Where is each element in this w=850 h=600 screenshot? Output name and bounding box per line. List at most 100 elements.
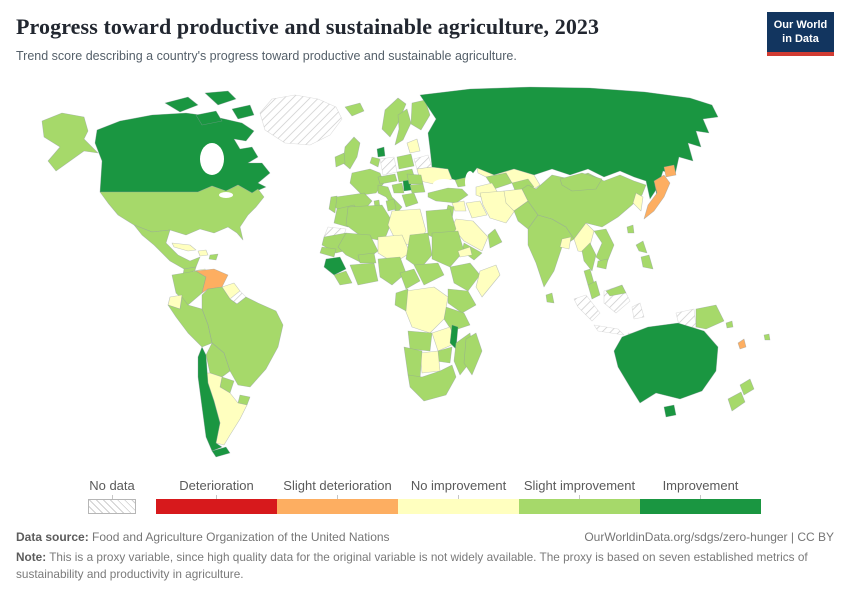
country-guinea[interactable] (323, 256, 347, 276)
country-finland[interactable] (410, 99, 431, 131)
country-chad[interactable] (405, 232, 433, 270)
country-malaysia-borneo[interactable] (605, 284, 627, 297)
country-botswana[interactable] (419, 350, 441, 374)
country-canada-arctic-island[interactable] (164, 96, 199, 113)
country-canada-arctic-island[interactable] (231, 104, 255, 120)
legend-item-no-improvement[interactable]: No improvement (398, 478, 519, 514)
country-solomon-islands[interactable] (725, 320, 734, 329)
country-sudan[interactable] (431, 230, 465, 268)
country-ivory-coast-ghana[interactable] (349, 262, 379, 286)
legend-item-improvement[interactable]: Improvement (640, 478, 761, 514)
legend-item-no-data[interactable]: No data (88, 478, 136, 514)
country-croatia-bosnia[interactable] (391, 182, 405, 194)
country-dr-congo[interactable] (403, 286, 449, 334)
country-indonesia-sumatra[interactable] (573, 294, 601, 322)
country-tunisia[interactable] (385, 198, 397, 212)
country-china[interactable] (521, 172, 647, 240)
country-south-africa[interactable] (407, 364, 457, 402)
country-senegal[interactable] (319, 246, 337, 258)
chart-header: Progress toward productive and sustainab… (16, 14, 760, 65)
country-united-kingdom[interactable] (342, 136, 361, 170)
country-philippines[interactable] (640, 254, 654, 270)
country-baltic-states[interactable] (406, 138, 421, 154)
country-ireland[interactable] (334, 152, 346, 168)
country-romania[interactable] (406, 173, 424, 185)
country-hispaniola[interactable] (208, 253, 219, 261)
country-new-zealand[interactable] (739, 378, 755, 396)
country-mongolia[interactable] (559, 172, 603, 192)
legend-label: No improvement (410, 478, 507, 493)
owid-logo-line1: Our World (773, 19, 828, 31)
country-netherlands-belgium[interactable] (369, 156, 381, 168)
country-malaysia[interactable] (587, 280, 601, 300)
legend-item-deterioration[interactable]: Deterioration (156, 478, 277, 514)
country-bulgaria[interactable] (409, 183, 426, 194)
country-denmark[interactable] (376, 146, 386, 158)
country-germany[interactable] (379, 156, 398, 176)
country-poland[interactable] (396, 153, 415, 170)
country-australia-tasmania[interactable] (663, 404, 677, 418)
country-papua-new-guinea[interactable] (695, 304, 725, 330)
country-canada[interactable] (94, 112, 271, 194)
country-eritrea[interactable] (457, 246, 473, 258)
country-tierra-del-fuego[interactable] (211, 446, 231, 458)
country-greece[interactable] (401, 192, 419, 208)
country-sierra-leone-liberia[interactable] (333, 270, 353, 286)
legend-item-slight-improvement[interactable]: Slight improvement (519, 478, 640, 514)
country-cameroon[interactable] (399, 268, 421, 290)
country-greenland[interactable] (259, 94, 343, 146)
country-italy[interactable] (377, 184, 403, 214)
country-somalia[interactable] (475, 264, 501, 298)
country-caribbean-islands[interactable] (197, 249, 209, 257)
country-namibia[interactable] (403, 346, 423, 380)
country-japan[interactable] (643, 174, 671, 220)
country-chile[interactable] (197, 346, 223, 452)
country-new-zealand[interactable] (727, 391, 746, 412)
country-sri-lanka[interactable] (545, 292, 555, 304)
country-oman[interactable] (487, 228, 503, 249)
country-central-african-republic[interactable] (413, 262, 445, 286)
country-usa-alaska[interactable] (41, 112, 99, 172)
country-turkey[interactable] (427, 187, 469, 204)
country-canada-arctic-island[interactable] (195, 110, 223, 126)
country-gabon-congo[interactable] (394, 288, 409, 312)
country-canada-arctic-island[interactable] (204, 90, 237, 106)
country-philippines[interactable] (635, 240, 648, 254)
country-switzerland-austria[interactable] (377, 173, 398, 185)
country-cambodia[interactable] (596, 258, 609, 270)
country-niger[interactable] (377, 234, 411, 264)
country-indonesia-java[interactable] (593, 324, 625, 336)
country-nigeria[interactable] (377, 256, 407, 286)
legend-tick (111, 495, 113, 499)
country-indonesia-sulawesi[interactable] (631, 302, 645, 320)
country-thailand[interactable] (581, 242, 597, 272)
owid-link[interactable]: OurWorldinData.org/sdgs/zero-hunger | CC… (584, 530, 834, 544)
country-madagascar[interactable] (463, 332, 483, 376)
country-portugal[interactable] (328, 195, 338, 214)
country-belarus[interactable] (413, 154, 433, 170)
country-korea[interactable] (632, 192, 644, 212)
country-australia[interactable] (613, 322, 719, 404)
country-taiwan[interactable] (626, 224, 635, 234)
country-japan-hokkaido[interactable] (663, 164, 677, 178)
country-angola[interactable] (407, 330, 433, 352)
country-mexico[interactable] (133, 224, 201, 270)
legend-item-slight-deterioration[interactable]: Slight deterioration (277, 478, 398, 514)
country-syria[interactable] (451, 200, 467, 212)
country-iceland[interactable] (344, 102, 365, 117)
country-fiji[interactable] (763, 333, 771, 341)
country-peru[interactable] (167, 296, 213, 348)
country-usa[interactable] (99, 184, 265, 241)
country-ethiopia[interactable] (449, 262, 481, 292)
world-choropleth-map (0, 85, 850, 475)
country-burkina-faso[interactable] (357, 252, 377, 264)
map-legend: No data Deterioration Slight deteriorati… (88, 478, 761, 514)
owid-logo[interactable]: Our World in Data (767, 12, 834, 56)
country-bangladesh[interactable] (559, 236, 572, 250)
country-uganda-kenya[interactable] (447, 288, 477, 314)
country-new-caledonia[interactable] (737, 338, 747, 350)
country-iraq[interactable] (465, 200, 488, 219)
country-sweden[interactable] (394, 108, 412, 146)
country-cuba[interactable] (171, 242, 197, 252)
country-norway[interactable] (381, 97, 407, 138)
